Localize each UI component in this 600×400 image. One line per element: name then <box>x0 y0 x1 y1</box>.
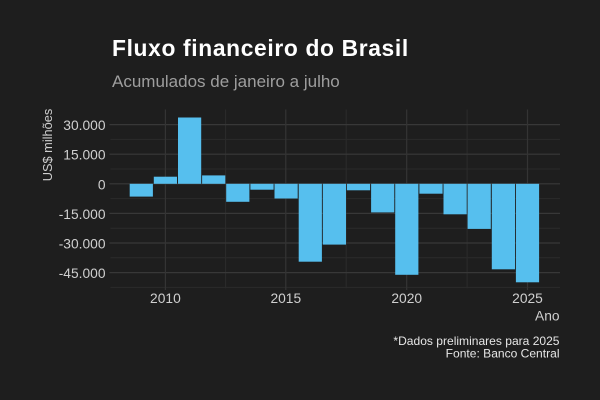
svg-text:US$ milhões: US$ milhões <box>40 109 55 182</box>
svg-text:Acumulados de janeiro a julho: Acumulados de janeiro a julho <box>112 72 340 91</box>
svg-text:-15.000: -15.000 <box>59 207 106 222</box>
svg-text:Fonte: Banco Central: Fonte: Banco Central <box>446 347 560 361</box>
svg-text:Ano: Ano <box>535 309 560 324</box>
svg-text:15.000: 15.000 <box>63 148 106 163</box>
svg-text:-45.000: -45.000 <box>59 266 106 281</box>
svg-text:30.000: 30.000 <box>63 118 106 133</box>
svg-text:2025: 2025 <box>512 291 543 306</box>
svg-text:2020: 2020 <box>391 291 422 306</box>
svg-text:-30.000: -30.000 <box>59 237 106 252</box>
svg-text:Fluxo financeiro do Brasil: Fluxo financeiro do Brasil <box>112 35 409 61</box>
svg-text:2015: 2015 <box>270 291 301 306</box>
svg-text:0: 0 <box>98 177 106 192</box>
svg-text:*Dados preliminares para 2025: *Dados preliminares para 2025 <box>393 334 559 348</box>
svg-text:2010: 2010 <box>150 291 181 306</box>
